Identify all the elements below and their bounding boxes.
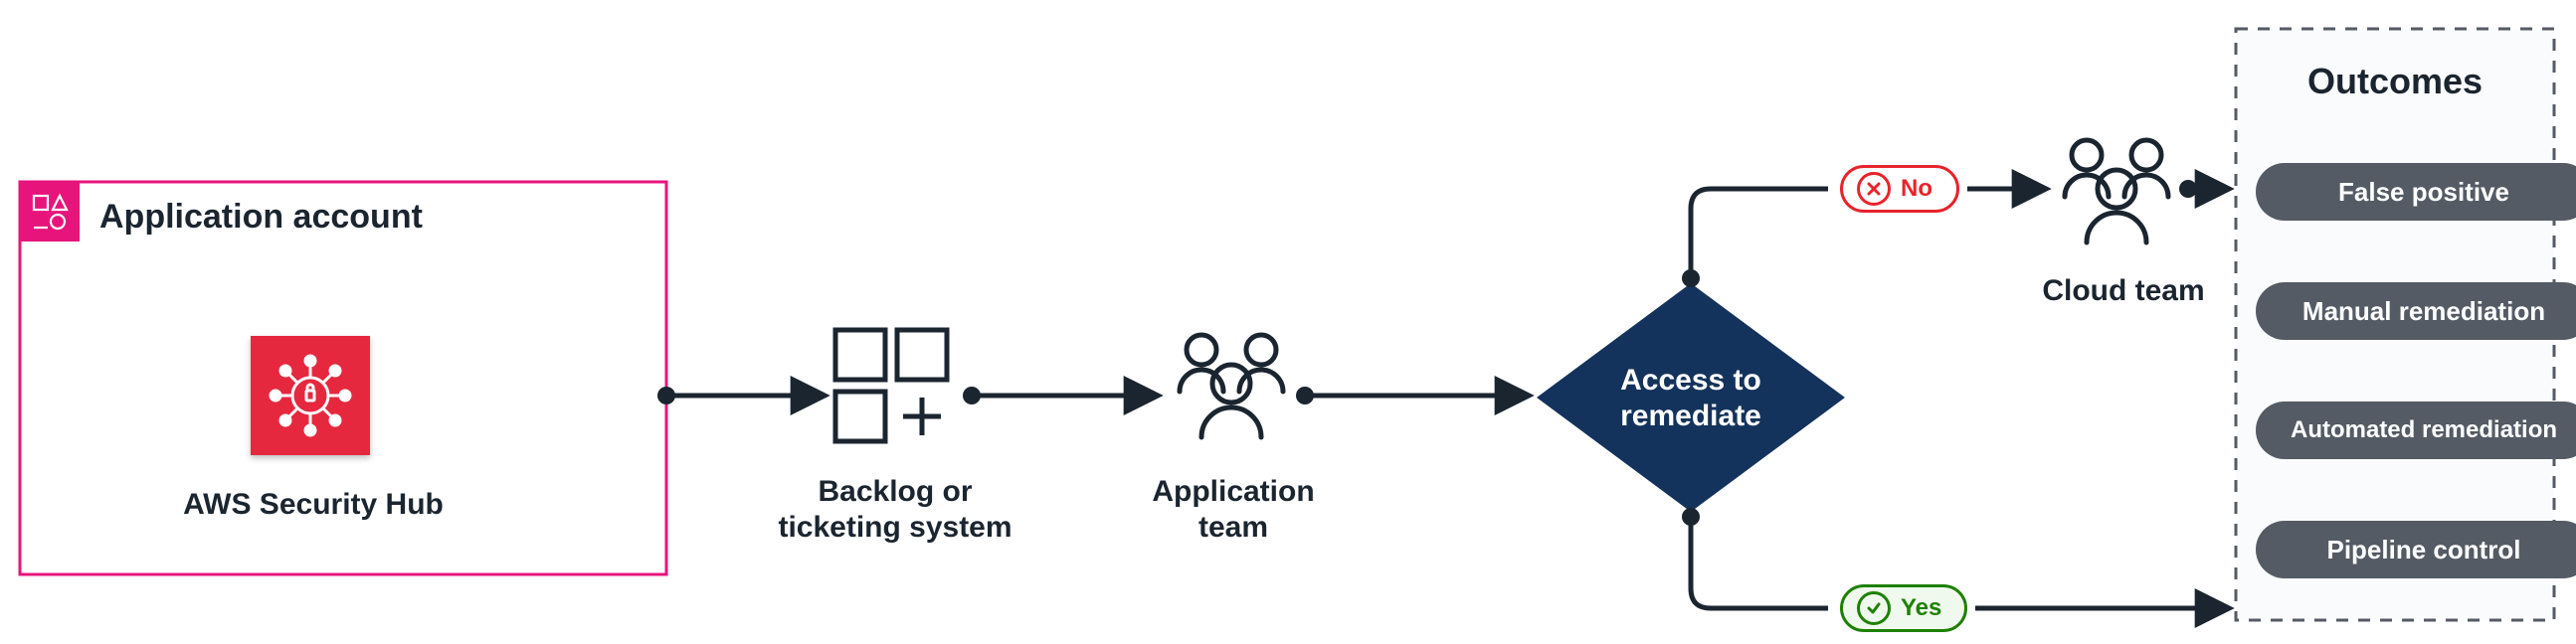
yes-badge-text: Yes [1901, 594, 1941, 622]
x-circle-icon [1857, 172, 1891, 206]
edge-decision-yes [1691, 517, 1828, 608]
security-hub-icon [251, 336, 370, 455]
outcome-pill-pipeline-control: Pipeline control [2256, 521, 2576, 578]
backlog-label-l1: Backlog or [756, 474, 1034, 510]
outcome-pill-manual-remediation: Manual remediation [2256, 282, 2576, 340]
cloudteam-label: Cloud team [2009, 273, 2238, 309]
outcome-title: Outcomes [2236, 60, 2554, 102]
appteam-label-l2: team [1124, 510, 1343, 546]
decision-diamond [1537, 283, 1845, 512]
team-icon [1180, 335, 1283, 437]
diagram-stage: Access to remediate [0, 0, 2576, 644]
cloud-team-icon [2065, 140, 2168, 242]
account-category-icon [20, 182, 80, 242]
flow-svg: Access to remediate [0, 0, 2576, 644]
check-circle-icon [1857, 591, 1891, 625]
edge-decision-no [1691, 189, 1828, 278]
backlog-icon [835, 330, 947, 441]
appteam-label-l1: Application [1124, 474, 1343, 510]
yes-badge: Yes [1840, 584, 1967, 632]
decision-label-line1: Access to [1620, 364, 1761, 397]
no-badge-text: No [1901, 175, 1932, 203]
decision-label-line2: remediate [1620, 400, 1761, 432]
backlog-label-l2: ticketing system [756, 510, 1034, 546]
outcome-pill-false-positive: False positive [2256, 163, 2576, 221]
securityhub-label: AWS Security Hub [154, 487, 472, 523]
outcome-pill-automated-remediation: Automated remediation [2256, 402, 2576, 459]
no-badge: No [1840, 165, 1959, 213]
account-title: Application account [99, 197, 537, 238]
